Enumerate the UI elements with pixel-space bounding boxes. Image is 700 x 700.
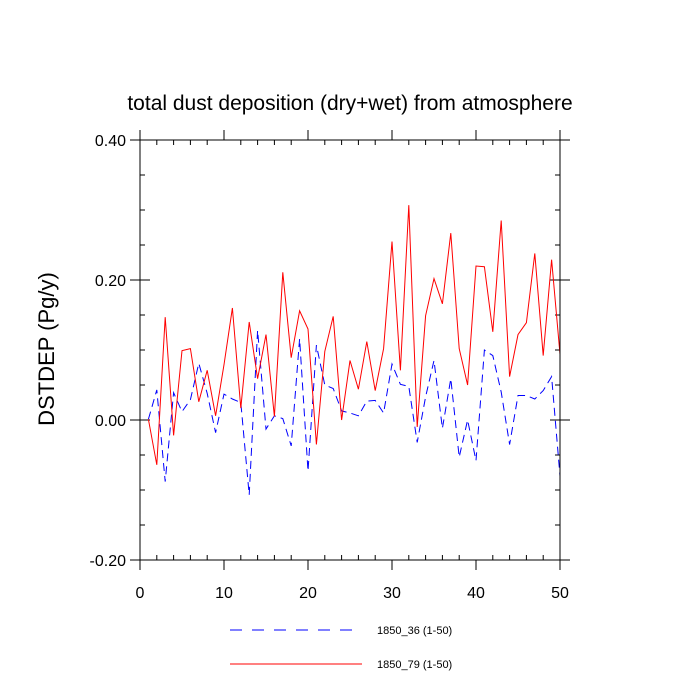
y-tick-label: 0.00 [95, 413, 126, 430]
legend-label: 1850_79 (1-50) [377, 659, 452, 671]
series-layer [147, 205, 561, 495]
y-axis-label: DSTDEP (Pg/y) [34, 272, 59, 426]
x-tick-label: 0 [136, 585, 145, 602]
x-tick-label: 30 [383, 585, 401, 602]
plot-frame [139, 139, 561, 561]
y-tick-label: -0.20 [90, 553, 127, 570]
legend-label: 1850_36 (1-50) [377, 625, 452, 637]
chart-title: total dust deposition (dry+wet) from atm… [127, 92, 572, 115]
y-tick-label: 0.40 [95, 133, 126, 150]
x-tick-label: 40 [467, 585, 485, 602]
tick-marks [130, 130, 570, 570]
tick-labels: -0.20 0.00 0.20 0.40 0 10 20 30 40 50 [90, 133, 569, 602]
x-tick-label: 20 [299, 585, 317, 602]
y-tick-label: 0.20 [95, 273, 126, 290]
x-tick-label: 10 [215, 585, 233, 602]
series-line-1850_36 [147, 330, 561, 495]
x-tick-label: 50 [551, 585, 569, 602]
legend: 1850_36 (1-50) 1850_79 (1-50) [230, 625, 452, 671]
series-line-1850_79 [147, 205, 561, 465]
